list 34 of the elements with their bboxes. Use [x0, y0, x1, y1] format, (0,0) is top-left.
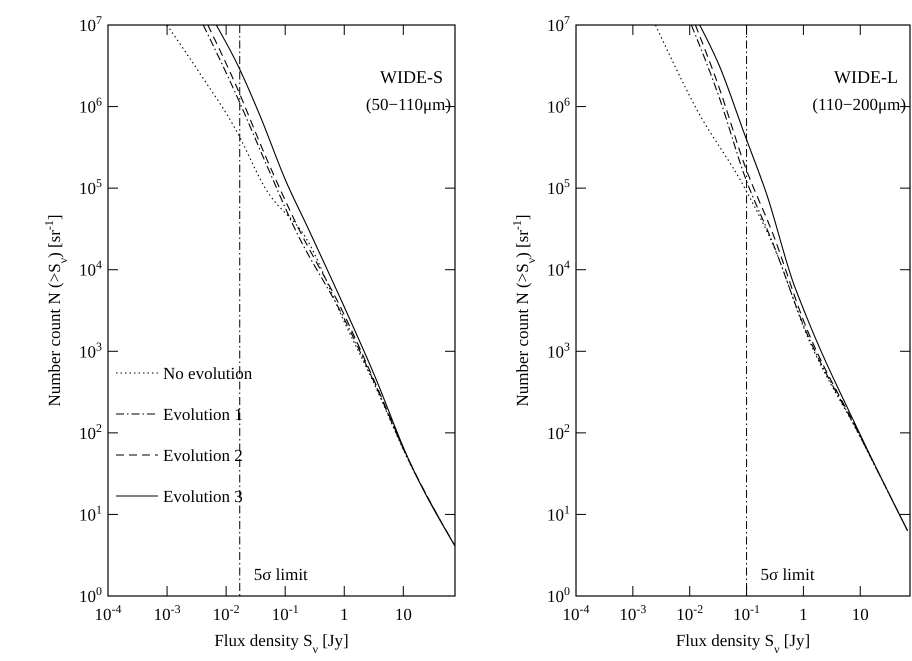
- text: WIDE-L: [834, 67, 898, 87]
- x-tick-label: 10$^{-2}$: [676, 602, 704, 624]
- ref-line-label: 5σ limit: [254, 565, 308, 584]
- text: WIDE-S: [380, 67, 443, 87]
- y-tick-label: 10$^{5}$: [79, 176, 102, 198]
- x-tick-label: 10$^{-3}$: [619, 602, 646, 624]
- y-tick-label: 10$^{3}$: [79, 339, 102, 362]
- y-tick-label: 10$^{1}$: [79, 502, 102, 524]
- y-tick-label: 10$^{7}$: [547, 13, 570, 35]
- x-tick-label: 10$^{-1}$: [733, 602, 760, 624]
- y-tick-label: 10$^{5}$: [547, 176, 570, 198]
- y-tick-label: 10$^{4}$: [79, 258, 102, 280]
- x-axis-title: Flux density S$_{ν}$ [Jy]: [214, 631, 349, 656]
- y-tick-label: 10$^{3}$: [547, 339, 570, 362]
- y-tick-label: 10$^{2}$: [547, 420, 570, 443]
- legend-label: No evolution: [163, 364, 253, 383]
- legend-label: Evolution 1: [163, 405, 243, 424]
- y-tick-label: 10$^{1}$: [547, 502, 570, 524]
- x-tick-label: 10$^{-1}$: [272, 602, 299, 624]
- x-tick-label: 1: [340, 605, 349, 624]
- y-tick-label: 10$^{7}$: [79, 13, 102, 35]
- text: (50−110μm): [366, 95, 451, 114]
- x-tick-label: 10$^{-3}$: [154, 602, 181, 624]
- y-tick-label: 10$^{4}$: [547, 258, 570, 280]
- y-tick-label: 10$^{2}$: [79, 420, 102, 443]
- x-tick-label: 10: [852, 605, 869, 624]
- y-tick-label: 10$^{6}$: [79, 94, 102, 117]
- x-tick-label: 10: [394, 605, 412, 624]
- x-tick-label: 10$^{-2}$: [212, 602, 240, 624]
- text: (110−200μm): [812, 95, 906, 114]
- y-tick-label: 10$^{6}$: [547, 94, 570, 117]
- x-axis-title: Flux density S$_{ν}$ [Jy]: [676, 631, 810, 656]
- ref-line-label: 5σ limit: [760, 565, 815, 584]
- x-tick-label: 1: [799, 605, 808, 624]
